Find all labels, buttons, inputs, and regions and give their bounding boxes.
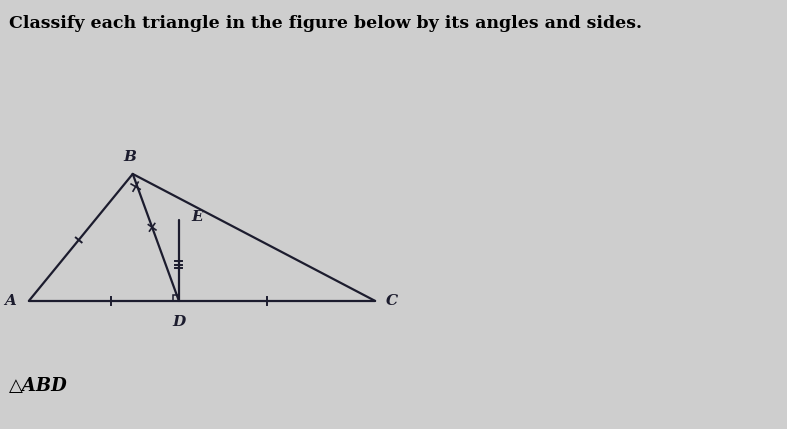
Text: E: E — [191, 210, 203, 224]
Text: C: C — [386, 294, 397, 308]
Text: D: D — [172, 315, 186, 329]
Bar — [173, 295, 179, 301]
Text: Classify each triangle in the figure below by its angles and sides.: Classify each triangle in the figure bel… — [9, 15, 642, 32]
Text: △ABD: △ABD — [9, 377, 68, 395]
Text: A: A — [4, 294, 17, 308]
Text: B: B — [124, 150, 136, 163]
